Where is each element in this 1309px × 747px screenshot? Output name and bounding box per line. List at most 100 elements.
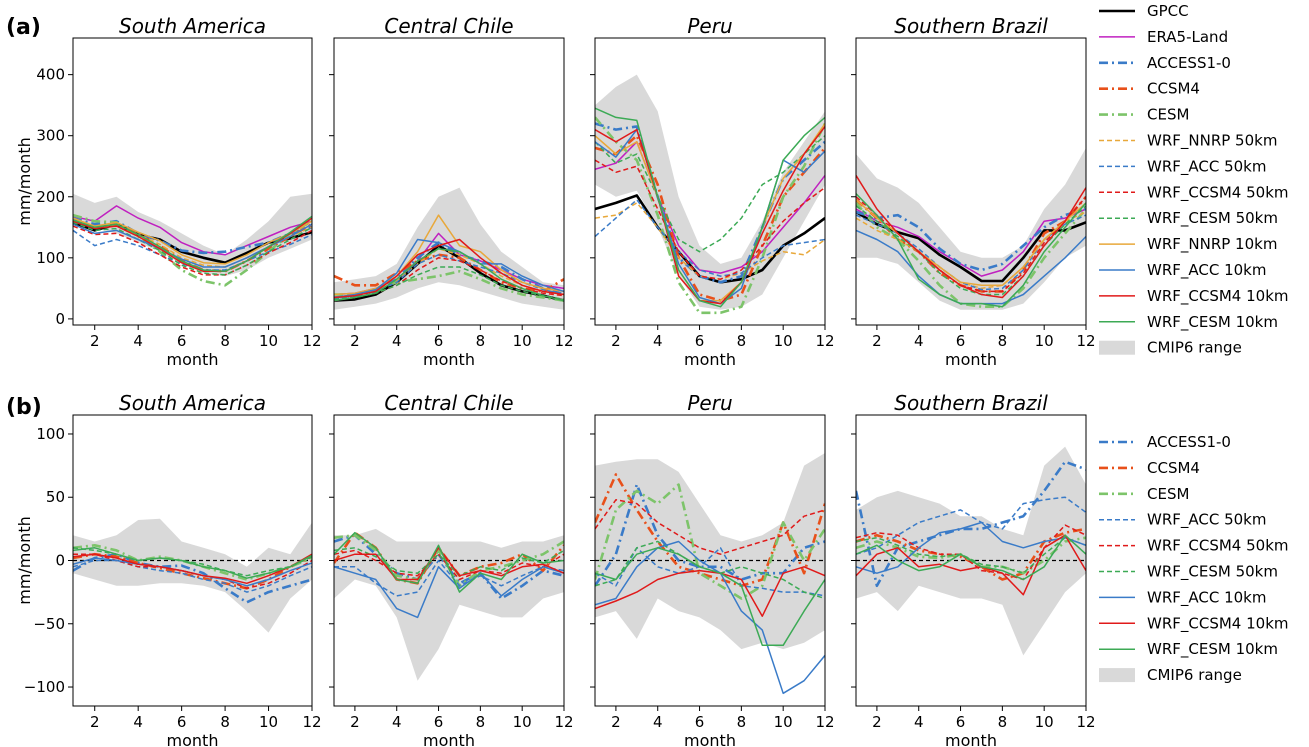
x-tick-label: 8 <box>737 332 747 350</box>
x-tick-label: 4 <box>392 713 402 731</box>
legend-item-wrf-ccsm4-10km: WRF_CCSM4 10km <box>1099 287 1289 306</box>
legend-label: ERA5-Land <box>1147 28 1228 46</box>
x-tick-label: 6 <box>956 713 966 731</box>
legend-label: WRF_CCSM4 10km <box>1147 614 1289 633</box>
series-line-ccsm4 <box>334 253 564 293</box>
series-line-wrf-cesm-10km <box>73 547 312 579</box>
cmip6-range-band <box>595 74 825 310</box>
series-line-gpcc <box>595 194 825 284</box>
series-line-cesm <box>73 543 312 581</box>
series-line-wrf-cesm-10km <box>334 531 564 593</box>
series-line-wrf-ccsm4-10km <box>334 238 564 299</box>
x-tick-label: 4 <box>392 332 402 350</box>
axes-frame <box>594 37 826 326</box>
y-tick-label: 50 <box>46 488 65 506</box>
legend-item-cesm: CESM <box>1099 106 1189 124</box>
panel-label-b: (b) <box>6 395 42 420</box>
legend-item-wrf-acc-50km: WRF_ACC 50km <box>1099 157 1266 176</box>
y-tick-label: −100 <box>24 678 65 696</box>
x-tick-label: 4 <box>914 713 924 731</box>
chart-panel-a-peru: 2 4 6 8 10 12 Peru month <box>590 14 835 369</box>
chart-panel-a-central-chile: 2 4 6 8 10 12 Central Chile month <box>329 14 574 369</box>
x-tick-label: 4 <box>133 713 143 731</box>
legend-label: WRF_CCSM4 50km <box>1147 537 1289 556</box>
x-tick-label: 10 <box>774 332 793 350</box>
series-line-access1-0 <box>73 552 312 604</box>
series-line-wrf-ccsm4-50km <box>856 524 1086 581</box>
panel-title: South America <box>119 391 266 415</box>
series-line-wrf-cesm-50km <box>73 221 312 276</box>
series-line-wrf-acc-10km <box>334 238 564 299</box>
legend-label: WRF_ACC 10km <box>1147 588 1266 607</box>
legend-item-access1-0: ACCESS1-0 <box>1099 433 1231 451</box>
x-tick-label: 12 <box>302 713 321 731</box>
panel-title: Southern Brazil <box>894 14 1048 38</box>
legend-label: WRF_ACC 50km <box>1147 157 1266 176</box>
series-line-wrf-acc-50km <box>856 214 1086 291</box>
x-tick-label: 12 <box>1076 332 1095 350</box>
x-axis-label: month <box>684 731 736 747</box>
legend-label: CCSM4 <box>1147 80 1200 98</box>
x-tick-label: 6 <box>434 713 444 731</box>
plot-area <box>73 518 312 633</box>
x-axis-label: month <box>945 350 997 369</box>
legend-item-wrf-ccsm4-10km: WRF_CCSM4 10km <box>1099 614 1289 633</box>
x-axis-label: month <box>423 350 475 369</box>
legend-label: WRF_CESM 50km <box>1147 209 1278 228</box>
y-axis-label: mm/month <box>15 137 34 226</box>
series-line-wrf-cesm-10km <box>595 547 825 647</box>
legend-label: WRF_CESM 10km <box>1147 313 1278 332</box>
series-line-wrf-acc-10km <box>334 566 564 619</box>
x-tick-label: 8 <box>737 713 747 731</box>
legend-item-ccsm4: CCSM4 <box>1099 459 1200 477</box>
series-line-cesm <box>595 116 825 315</box>
series-line-era5-land <box>595 141 825 274</box>
legend-item-wrf-cesm-10km: WRF_CESM 10km <box>1099 313 1278 332</box>
legend-label: WRF_ACC 50km <box>1147 511 1266 530</box>
x-tick-label: 12 <box>1076 713 1095 731</box>
legend-item-wrf-nnrp-10km: WRF_NNRP 10km <box>1099 235 1277 254</box>
y-tick-label: −50 <box>33 615 65 633</box>
series-line-wrf-nnrp-10km <box>334 214 564 296</box>
series-line-wrf-acc-10km <box>856 521 1086 574</box>
x-tick-label: 12 <box>554 332 573 350</box>
legend-label: ACCESS1-0 <box>1147 433 1231 451</box>
x-axis-label: month <box>684 350 736 369</box>
x-axis-label: month <box>167 350 219 369</box>
panel-label-a: (a) <box>6 15 41 40</box>
x-tick-label: 2 <box>611 332 621 350</box>
y-tick-label: 0 <box>55 310 65 328</box>
x-tick-label: 6 <box>695 332 705 350</box>
chart-panel-a-southern-brazil: 2 4 6 8 10 12 Southern Brazil month <box>851 14 1096 369</box>
plot-area <box>334 528 564 681</box>
x-tick-label: 2 <box>872 713 882 731</box>
series-line-era5-land <box>856 208 1086 277</box>
x-tick-label: 10 <box>513 713 532 731</box>
y-tick-label: 0 <box>55 552 65 570</box>
x-tick-label: 2 <box>872 332 882 350</box>
series-line-access1-0 <box>334 533 564 600</box>
plot-area <box>595 74 825 315</box>
series-line-wrf-nnrp-10km <box>73 217 312 265</box>
panel-title: Central Chile <box>384 391 513 415</box>
y-tick-label: 200 <box>36 188 65 206</box>
series-line-ccsm4 <box>595 134 825 302</box>
x-tick-label: 8 <box>476 713 486 731</box>
series-line-cesm <box>595 483 825 600</box>
legend-label: WRF_CCSM4 50km <box>1147 183 1289 202</box>
x-tick-label: 6 <box>695 713 705 731</box>
legend-label: WRF_NNRP 10km <box>1147 235 1277 254</box>
x-tick-label: 4 <box>914 332 924 350</box>
y-tick-label: 400 <box>36 66 65 84</box>
series-line-wrf-ccsm4-10km <box>856 175 1086 299</box>
y-tick-label: 100 <box>36 425 65 443</box>
legend-item-gpcc: GPCC <box>1099 2 1189 20</box>
series-line-wrf-cesm-50km <box>856 205 1086 296</box>
series-line-wrf-cesm-50km <box>334 547 564 577</box>
chart-panel-a-south-america: 2 4 6 8 10 12 0 100 200 300 400 South America month m… <box>15 14 322 369</box>
series-line-access1-0 <box>856 207 1086 272</box>
series-line-wrf-acc-50km <box>856 496 1086 555</box>
x-axis-label: month <box>945 731 997 747</box>
